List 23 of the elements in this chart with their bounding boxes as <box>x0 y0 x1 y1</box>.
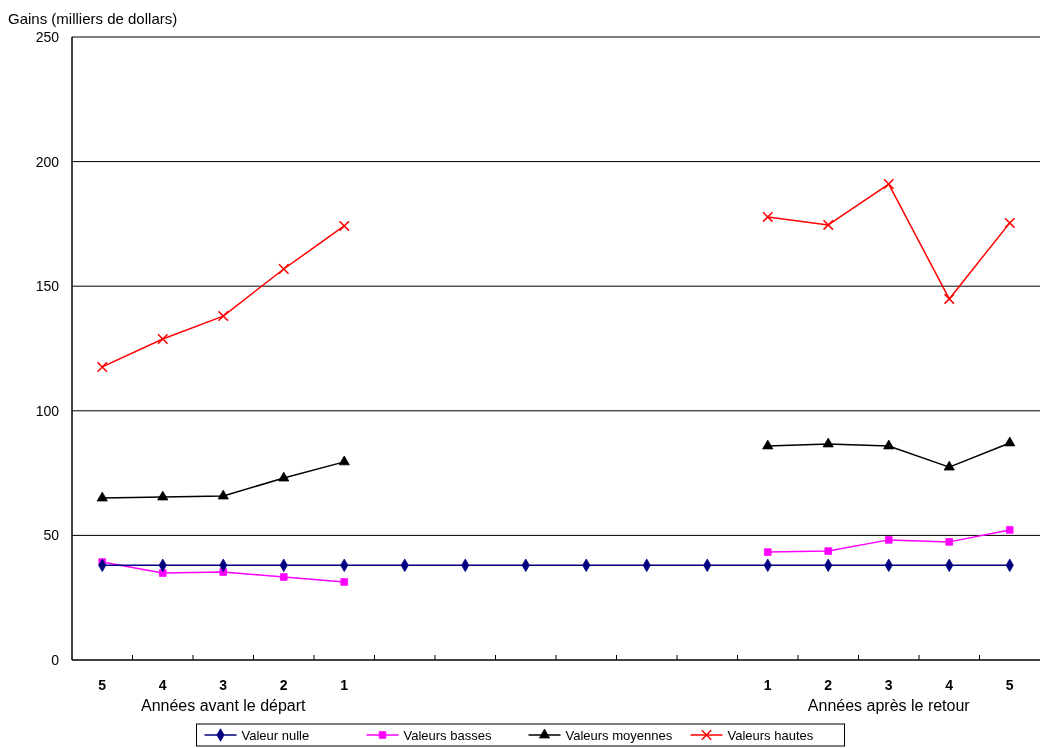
x-tick-label: 1 <box>763 677 772 693</box>
legend-label: Valeurs basses <box>403 728 492 743</box>
x-tick-label: 4 <box>158 677 167 693</box>
y-tick-label: 200 <box>35 153 60 170</box>
x-tick-label: 1 <box>340 677 349 693</box>
x-tick-label: 5 <box>1005 677 1014 693</box>
legend-label: Valeurs hautes <box>727 728 814 743</box>
x-tick-label: 5 <box>98 677 107 693</box>
x-tick-label: 4 <box>945 677 954 693</box>
x-tick-label: 2 <box>279 677 288 693</box>
y-tick-label: 150 <box>35 278 60 295</box>
y-tick-label: 50 <box>43 527 60 544</box>
legend-label: Valeurs moyennes <box>565 728 673 743</box>
text: Années avant le départ <box>140 697 307 714</box>
y-tick-label: 0 <box>51 652 60 668</box>
legend-label: Valeur nulle <box>241 728 310 743</box>
x-tick-label: 3 <box>884 677 893 693</box>
text: Années après le retour <box>807 697 971 714</box>
x-tick-label: 2 <box>824 677 833 693</box>
y-tick-label: 250 <box>35 29 60 45</box>
y-axis-title: Gains (milliers de dollars) <box>8 10 178 27</box>
x-tick-label: 3 <box>219 677 228 693</box>
y-tick-label: 100 <box>35 402 60 419</box>
